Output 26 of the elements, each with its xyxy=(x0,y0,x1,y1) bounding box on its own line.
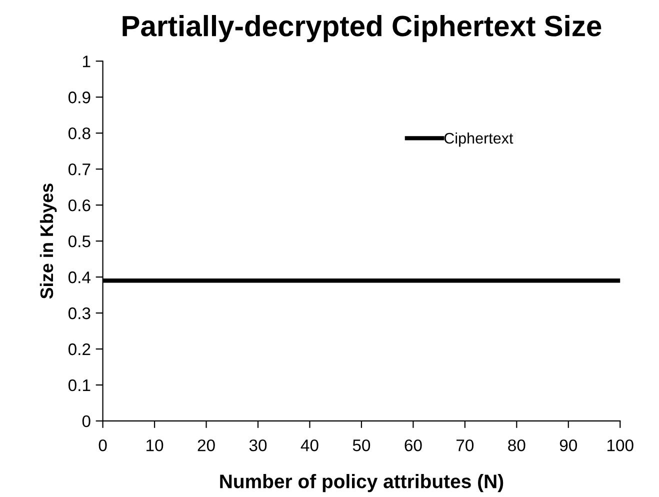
y-tick-label: 0.8 xyxy=(68,128,90,140)
x-tick-label: 10 xyxy=(146,439,164,452)
y-tick-label: 0.1 xyxy=(68,379,90,392)
x-tick-label: 100 xyxy=(607,439,634,452)
y-tick-label: 0.2 xyxy=(68,343,90,356)
x-tick-label: 70 xyxy=(456,439,474,452)
x-tick-label: 0 xyxy=(98,439,107,452)
x-tick-label: 90 xyxy=(560,439,578,452)
y-tick-label: 0.9 xyxy=(68,92,90,104)
y-tick-label: 0.4 xyxy=(68,271,91,284)
y-tick-label: 0 xyxy=(82,415,90,428)
y-tick-label: 0.7 xyxy=(68,163,90,176)
y-tick-label: 0.5 xyxy=(68,235,90,248)
y-tick-label: 0.6 xyxy=(68,199,90,212)
x-tick-label: 60 xyxy=(404,439,422,452)
legend-label: Ciphertext xyxy=(444,132,514,147)
x-tick-label: 20 xyxy=(198,439,215,452)
chart-title: Partially-decrypted Ciphertext Size xyxy=(122,14,602,42)
y-tick-label: 0.3 xyxy=(68,307,90,320)
x-tick-label: 80 xyxy=(508,439,526,452)
x-tick-label: 50 xyxy=(352,439,370,452)
x-axis-title: Number of policy attributes (N) xyxy=(220,474,504,492)
y-axis-title: Size in Kbyes xyxy=(40,184,57,299)
x-tick-label: 30 xyxy=(249,439,267,452)
x-tick-label: 40 xyxy=(300,439,318,452)
y-tick-label: 1 xyxy=(83,56,90,68)
